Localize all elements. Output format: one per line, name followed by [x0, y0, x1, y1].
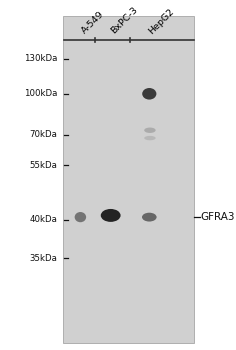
- Text: A-549: A-549: [80, 10, 106, 36]
- Ellipse shape: [144, 136, 156, 140]
- Ellipse shape: [75, 212, 86, 222]
- Text: GFRA3: GFRA3: [200, 212, 235, 222]
- Text: 100kDa: 100kDa: [24, 89, 57, 98]
- Text: 40kDa: 40kDa: [30, 215, 57, 224]
- Text: BxPC-3: BxPC-3: [110, 6, 140, 36]
- Text: 130kDa: 130kDa: [24, 54, 57, 63]
- Text: 55kDa: 55kDa: [30, 161, 57, 170]
- Text: 35kDa: 35kDa: [30, 253, 57, 262]
- Ellipse shape: [144, 127, 156, 133]
- Ellipse shape: [101, 209, 121, 222]
- Ellipse shape: [142, 213, 157, 222]
- Bar: [63, 16, 194, 343]
- Text: 70kDa: 70kDa: [30, 130, 57, 139]
- Text: HepG2: HepG2: [147, 7, 176, 36]
- Ellipse shape: [142, 88, 156, 100]
